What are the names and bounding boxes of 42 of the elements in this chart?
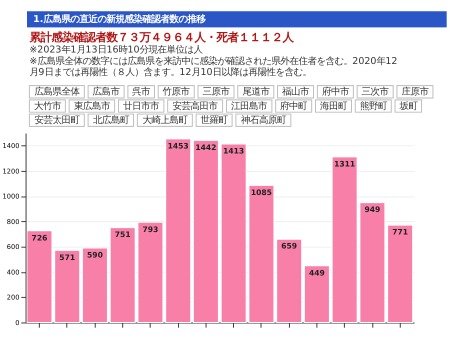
text: 海田町: [320, 100, 347, 112]
text: 安芸太田町: [34, 115, 80, 126]
data-label: 590: [87, 250, 103, 260]
text: 三次市: [362, 86, 389, 98]
text: 北広島町: [92, 115, 129, 126]
chart-subtitle: 累計感染確認者数７３万４９６４人・死者１１１２人: [28, 30, 294, 44]
text: 東広島市: [74, 100, 110, 112]
text: 大竹市: [34, 100, 61, 112]
text: 広島県全体: [34, 86, 80, 98]
data-label: 793: [142, 224, 158, 234]
chart-title: 1.広島県の直近の新規感染確認者数の推移: [33, 14, 206, 26]
data-label: 949: [364, 205, 380, 214]
text: 府中市: [322, 86, 349, 98]
data-label: 1453: [168, 141, 189, 150]
text: 大崎上島町: [142, 115, 188, 126]
text: 三原市: [202, 86, 230, 98]
text: ※2023年1月13日16時10分現在単位は人: [29, 44, 203, 56]
data-label: 1311: [334, 159, 356, 168]
data-label: 659: [281, 242, 298, 251]
text: 庄原市: [401, 86, 428, 98]
text: 安芸高田市: [172, 100, 218, 112]
text: 江田島市: [231, 100, 268, 112]
data-label: 751: [114, 230, 131, 240]
text: 竹原市: [162, 86, 190, 98]
text: 世羅町: [200, 115, 228, 126]
text: 府中町: [280, 100, 308, 112]
text: ※広島県全体の数字には広島県を来訪中に感染が確認された県外在住者を含む。2020年12月9日までは再陽性（８人）含ます。12月10日以降は再陽性を含む。: [29, 56, 398, 78]
data-label: 771: [392, 228, 408, 237]
data-label: 1442: [195, 142, 216, 152]
data-label: 726: [32, 233, 48, 242]
data-label: 449: [308, 268, 325, 278]
data-label: 1413: [223, 146, 244, 156]
data-label: 1085: [250, 188, 272, 197]
text: 広島市: [92, 86, 120, 98]
text: 坂町: [398, 100, 418, 112]
text: 熊野町: [360, 100, 387, 112]
text: 廿日市市: [123, 100, 160, 112]
text: 神石高原町: [240, 115, 286, 126]
text: 呉市: [132, 86, 150, 98]
text: 福山市: [282, 86, 310, 98]
data-label: 571: [59, 252, 76, 262]
text: 尾道市: [242, 86, 270, 98]
